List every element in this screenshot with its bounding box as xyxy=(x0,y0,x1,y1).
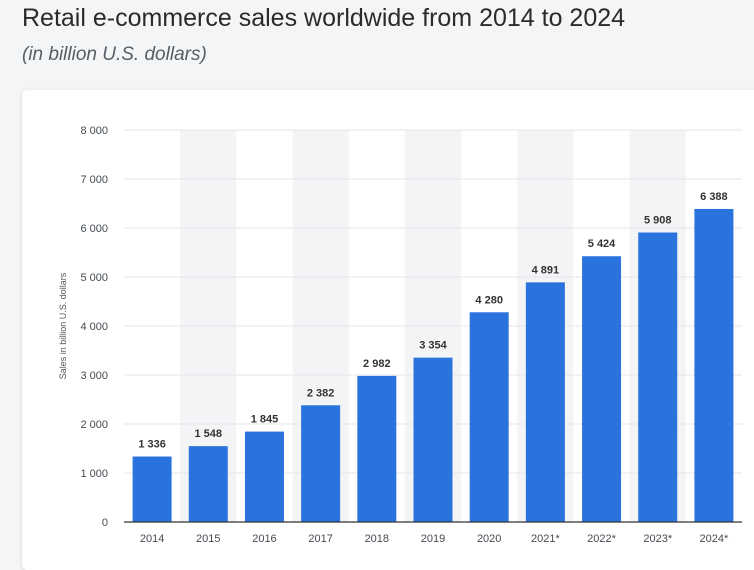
y-tick-label: 7 000 xyxy=(80,174,108,186)
data-label: 3 354 xyxy=(419,340,447,352)
data-label: 2 382 xyxy=(307,387,335,399)
chart-subtitle: (in billion U.S. dollars) xyxy=(22,44,207,65)
x-tick-label: 2014 xyxy=(140,533,164,545)
bar xyxy=(132,456,172,522)
y-tick-label: 6 000 xyxy=(80,223,108,235)
y-tick-label: 1 000 xyxy=(80,468,108,480)
bar-chart: 0 1 000 2 000 3 000 4 000 5 000 6 000 7 000 8 00… xyxy=(58,125,742,545)
y-tick-label: 5 000 xyxy=(80,272,108,284)
data-label: 4 280 xyxy=(475,294,503,306)
data-label: 2 982 xyxy=(363,358,391,370)
x-tick-label: 2022* xyxy=(587,533,616,545)
y-tick-label: 4 000 xyxy=(80,321,108,333)
data-label: 6 388 xyxy=(700,191,728,203)
x-tick-label: 2023* xyxy=(643,533,672,545)
bar xyxy=(582,256,622,522)
bar xyxy=(301,405,341,522)
x-tick-label: 2024* xyxy=(700,533,729,545)
bar xyxy=(638,232,678,522)
x-tick-label: 2019 xyxy=(421,533,445,545)
data-label: 1 548 xyxy=(195,428,223,440)
bar xyxy=(469,312,509,522)
x-tick-label: 2016 xyxy=(252,533,276,545)
x-tick-label: 2017 xyxy=(308,533,332,545)
y-axis-title: Sales in billion U.S. dollars xyxy=(58,272,68,379)
y-tick-label: 0 xyxy=(102,517,108,529)
bar xyxy=(188,446,228,522)
y-tick-label: 3 000 xyxy=(80,370,108,382)
bar xyxy=(357,375,397,522)
data-label: 1 845 xyxy=(251,414,279,426)
y-tick-label: 2 000 xyxy=(80,419,108,431)
x-tick-label: 2015 xyxy=(196,533,220,545)
bar xyxy=(413,357,453,522)
y-tick-label: 8 000 xyxy=(80,125,108,137)
data-label: 1 336 xyxy=(138,439,166,451)
bar xyxy=(525,282,565,522)
chart-title: Retail e-commerce sales worldwide from 2… xyxy=(22,4,626,32)
x-tick-label: 2018 xyxy=(365,533,389,545)
data-label: 5 424 xyxy=(588,238,616,250)
data-label: 5 908 xyxy=(644,215,672,227)
x-tick-label: 2021* xyxy=(531,533,560,545)
data-label: 4 891 xyxy=(532,264,560,276)
bar xyxy=(244,431,284,522)
x-tick-label: 2020 xyxy=(477,533,501,545)
bar xyxy=(694,208,734,522)
